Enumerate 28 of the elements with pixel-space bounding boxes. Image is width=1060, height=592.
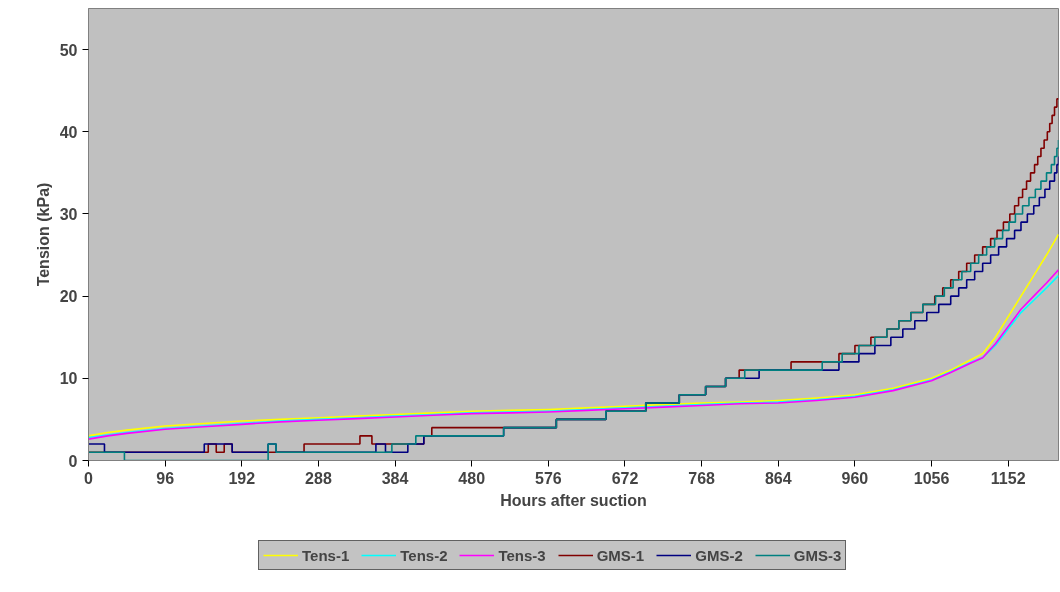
x-tick-label: 288 — [305, 469, 332, 487]
y-tick-label: 40 — [59, 123, 78, 141]
y-tick-label: 0 — [68, 452, 78, 470]
x-tick-label: 1152 — [990, 469, 1026, 487]
y-tick-label: 30 — [59, 205, 78, 223]
x-axis-title: Hours after suction — [500, 491, 647, 509]
x-tick-label: 480 — [458, 469, 486, 487]
line-series — [88, 233, 1059, 437]
x-tick-label: 672 — [611, 469, 639, 487]
x-tick-label: 384 — [381, 469, 409, 487]
legend-label: Tens-2 — [400, 546, 448, 564]
x-tick-label: 864 — [764, 469, 792, 487]
y-tick-label: 50 — [59, 41, 78, 59]
x-tick-label: 192 — [228, 469, 256, 487]
legend-label: Tens-3 — [498, 546, 546, 564]
x-tick-label: 1056 — [913, 469, 950, 487]
y-axis-title: Tension (kPa) — [34, 182, 52, 287]
legend-label: GMS-1 — [596, 546, 645, 564]
y-tick-label: 10 — [59, 370, 78, 388]
x-tick-label: 768 — [688, 469, 716, 487]
x-tick-label: 960 — [841, 469, 869, 487]
y-tick-label: 20 — [59, 288, 78, 306]
x-tick-label: 0 — [84, 469, 94, 487]
x-tick-label: 96 — [156, 469, 175, 487]
x-tick-label: 576 — [535, 469, 562, 487]
legend-label: GMS-3 — [793, 546, 842, 564]
legend-label: Tens-1 — [302, 546, 350, 564]
legend-label: GMS-2 — [695, 546, 743, 564]
